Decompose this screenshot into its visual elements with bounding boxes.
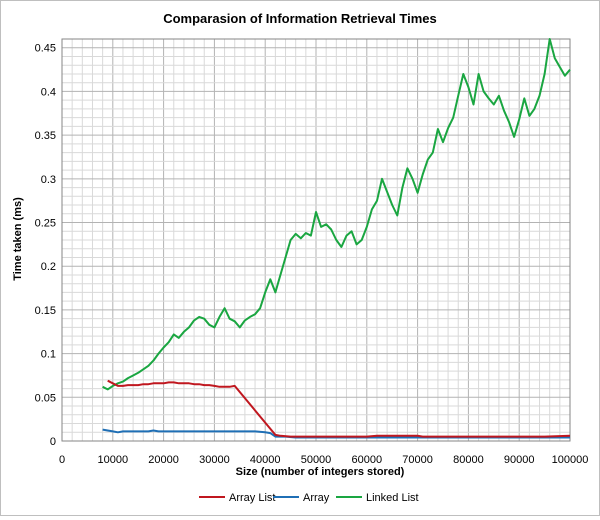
legend-label: Linked List <box>366 492 419 504</box>
x-tick-label: 20000 <box>148 454 179 466</box>
x-tick-label: 80000 <box>453 454 484 466</box>
x-tick-label: 90000 <box>504 454 535 466</box>
legend-label: Array List <box>229 492 275 504</box>
chart-title: Comparasion of Information Retrieval Tim… <box>163 11 437 26</box>
y-tick-label: 0.2 <box>41 261 56 273</box>
y-tick-label: 0.25 <box>35 218 56 230</box>
series-line-linked-list <box>102 38 571 391</box>
series-line-array-list <box>107 379 571 438</box>
y-axis-title: Time taken (ms) <box>12 197 24 281</box>
x-tick-label: 60000 <box>352 454 383 466</box>
series-line-array <box>102 428 570 439</box>
x-tick-label: 70000 <box>402 454 433 466</box>
x-axis-title: Size (number of integers stored) <box>236 466 405 478</box>
y-tick-label: 0.4 <box>41 86 56 98</box>
y-tick-label: 0.45 <box>35 43 56 55</box>
y-tick-label: 0.3 <box>41 174 56 186</box>
y-tick-labels: 0 0.05 0.1 0.15 0.2 0.25 0.3 0.35 0.4 0.45 <box>35 43 56 448</box>
y-tick-label: 0 <box>50 436 56 448</box>
series-layer <box>102 38 571 439</box>
plot-area <box>61 38 571 442</box>
x-tick-labels: 0 10000 20000 30000 40000 50000 60000 70000 8000… <box>59 454 588 466</box>
x-tick-label: 30000 <box>199 454 230 466</box>
y-tick-label: 0.05 <box>35 392 56 404</box>
x-tick-label: 40000 <box>250 454 281 466</box>
grid-layer <box>62 39 570 441</box>
y-tick-label: 0.1 <box>41 349 56 361</box>
x-tick-label: 10000 <box>98 454 129 466</box>
legend-label: Array <box>303 492 330 504</box>
x-tick-label: 50000 <box>301 454 332 466</box>
y-tick-label: 0.35 <box>35 130 56 142</box>
x-tick-label: 100000 <box>552 454 589 466</box>
legend: Array List Array Linked List <box>199 492 419 504</box>
x-tick-label: 0 <box>59 454 65 466</box>
y-tick-label: 0.15 <box>35 305 56 317</box>
